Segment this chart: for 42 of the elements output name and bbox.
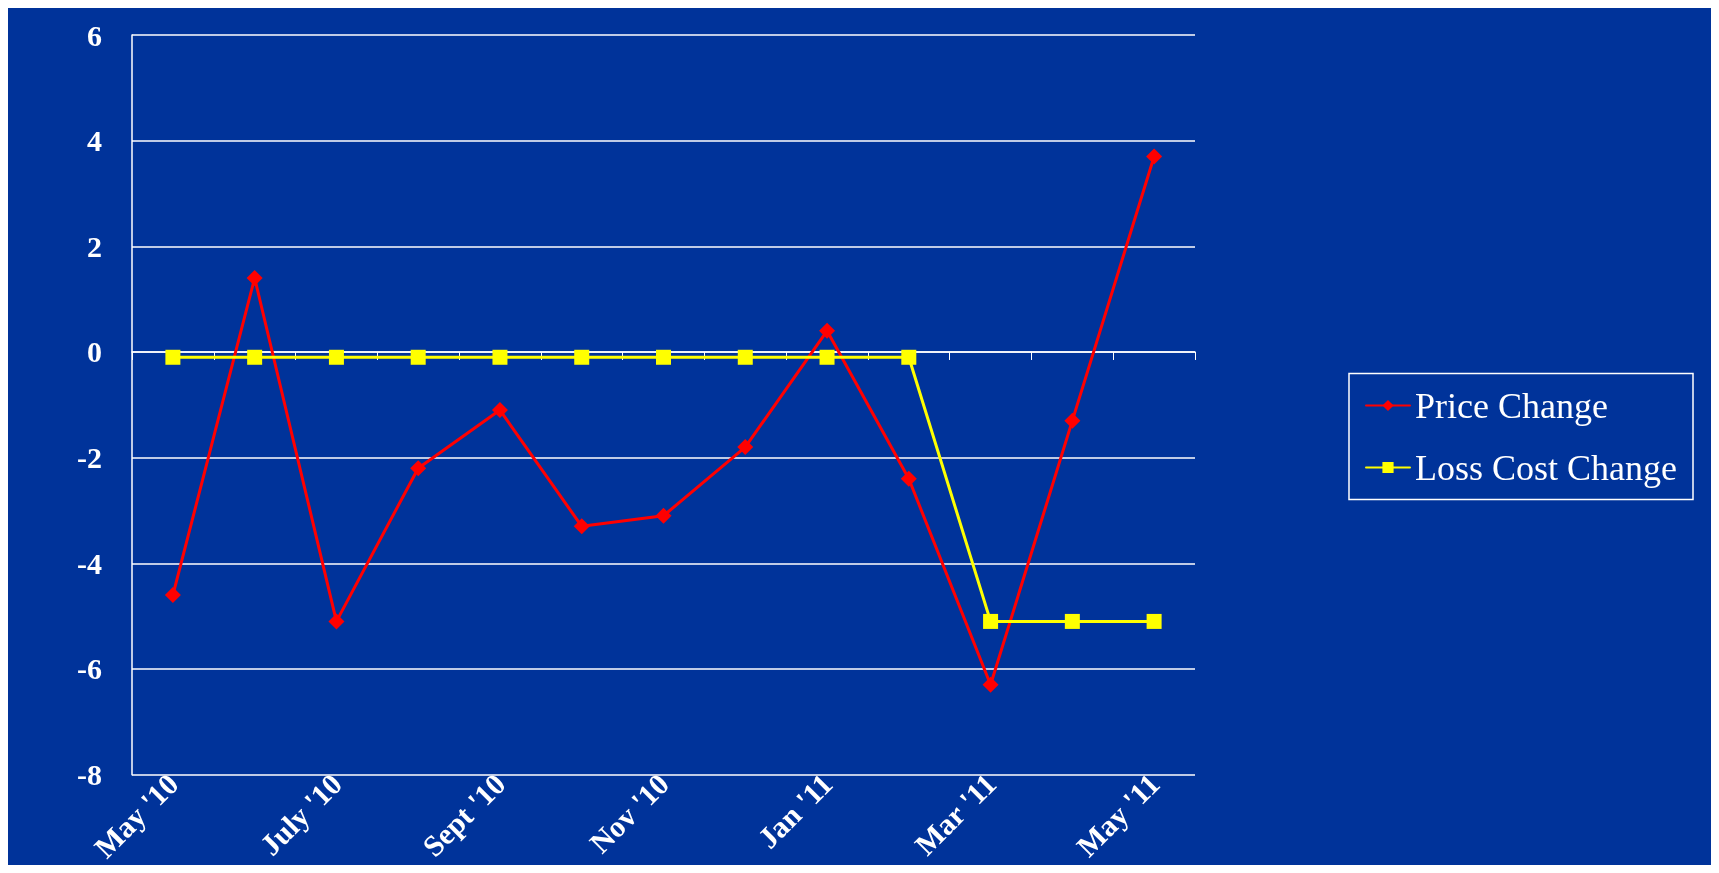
point (819, 349, 835, 365)
point (573, 518, 590, 535)
y-tick-label: -8 (77, 758, 102, 792)
point (900, 470, 917, 487)
point (819, 322, 836, 339)
point (492, 349, 508, 365)
y-tick-label: -6 (77, 652, 102, 686)
x-tick-label: Mar '11 (908, 766, 1003, 862)
y-tick-label: 4 (87, 124, 102, 158)
legend-label: Price Change (1415, 385, 1608, 426)
point (574, 349, 590, 365)
point (247, 349, 263, 365)
y-tick-label: 6 (87, 18, 102, 52)
point (901, 349, 917, 365)
point (737, 439, 754, 456)
x-tick-label: Jan '11 (751, 766, 839, 855)
y-tick-label: 2 (87, 229, 102, 263)
point (1146, 148, 1163, 165)
point (737, 349, 753, 365)
point (983, 613, 999, 629)
point (410, 349, 426, 365)
y-tick-label: -2 (77, 441, 102, 475)
point (164, 587, 181, 603)
legend-label: Loss Cost Change (1415, 447, 1678, 488)
y-tick-label: -4 (77, 546, 102, 580)
point (491, 402, 508, 419)
point (246, 270, 263, 287)
point (656, 349, 671, 365)
x-tick-label: May '11 (1070, 766, 1166, 863)
y-tick-label: 0 (87, 335, 102, 369)
point (165, 349, 181, 365)
x-tick-label: July '10 (253, 766, 349, 862)
point (328, 613, 345, 630)
point (982, 676, 999, 693)
point (1146, 613, 1162, 629)
point (655, 507, 672, 524)
point (1064, 613, 1080, 629)
point (1064, 412, 1081, 429)
x-tick-label: Nov '10 (582, 766, 676, 860)
x-tick-label: Sept '10 (415, 766, 512, 863)
point (410, 460, 427, 477)
point (328, 349, 344, 365)
